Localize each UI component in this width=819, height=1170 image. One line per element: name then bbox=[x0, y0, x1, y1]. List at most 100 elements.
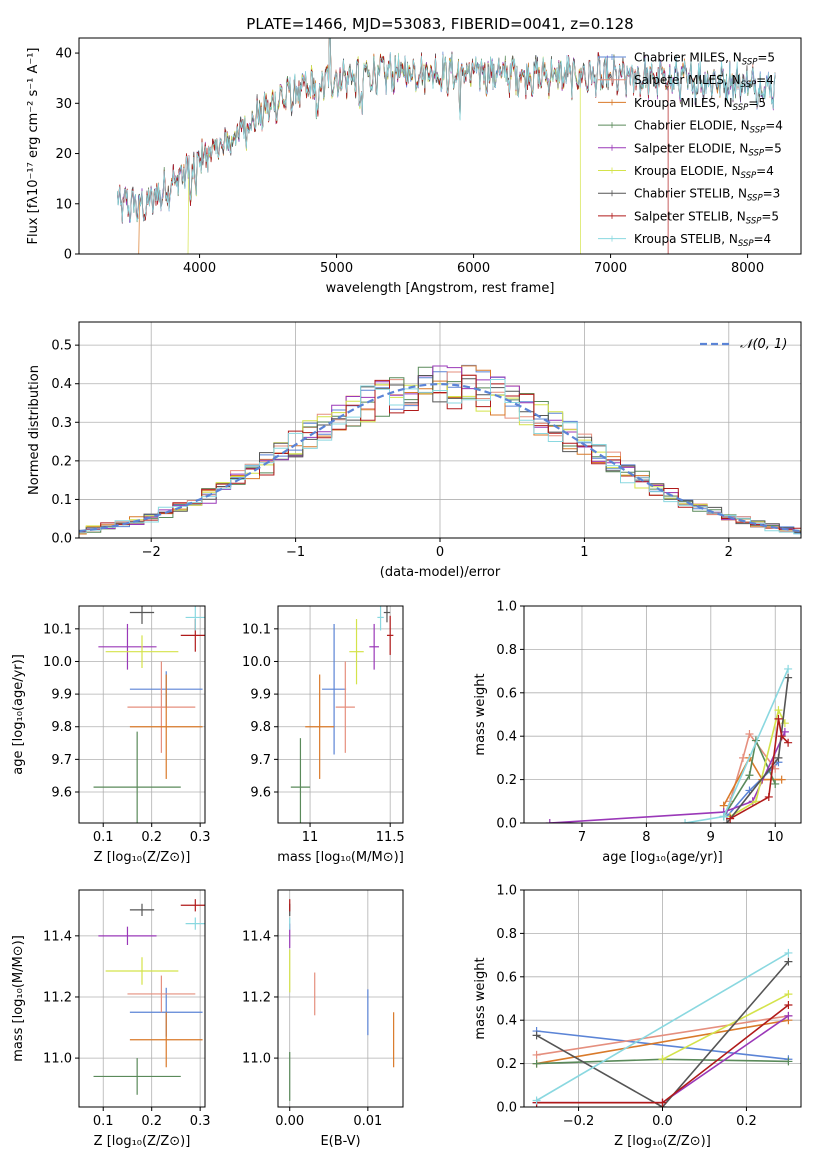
errorbar-point bbox=[93, 1058, 181, 1095]
mass-weight-line bbox=[729, 707, 786, 818]
age_vs_mass-ytick-label: 10.0 bbox=[242, 655, 271, 670]
age_vs_Z-xtick-label: 0.1 bbox=[93, 830, 114, 845]
mass-weight-marker bbox=[658, 1055, 667, 1064]
errorbar-point bbox=[185, 606, 205, 631]
legend-entry: Salpeter MILES, NSSP=4 bbox=[634, 73, 774, 90]
age_vs_Z-ytick-label: 9.9 bbox=[51, 688, 72, 703]
legend-entry: Salpeter ELODIE, NSSP=5 bbox=[634, 141, 782, 158]
massweight_vs_Z-ylabel: mass weight bbox=[473, 957, 488, 1039]
mass-weight-line bbox=[536, 1030, 789, 1061]
mass-weight-marker bbox=[681, 819, 690, 823]
massweight_vs_age-ytick-label: 0.4 bbox=[496, 730, 517, 745]
massweight_vs_age-ytick-label: 0.8 bbox=[496, 643, 517, 658]
mass_vs_ebv-xtick-label: 0.00 bbox=[275, 1114, 304, 1129]
age_vs_mass-panel: 11 11.5 9.6 9.7 9.8 9.9 10.0 10.1 mass [log₁₀(M/… bbox=[242, 605, 405, 865]
errorbar-point bbox=[305, 674, 335, 779]
mass_vs_Z-ytick-label: 11.4 bbox=[43, 929, 72, 944]
mass-weight-line bbox=[549, 731, 786, 823]
massweight_vs_Z-ytick-label: 0.6 bbox=[496, 970, 517, 985]
mass-weight-line bbox=[722, 756, 782, 806]
errorbar-point bbox=[129, 1012, 203, 1068]
errorbar-point bbox=[322, 623, 347, 755]
errorbar-point bbox=[129, 903, 155, 916]
errorbar-point bbox=[93, 731, 181, 823]
massweight_vs_age-ytick-label: 0.0 bbox=[496, 817, 517, 832]
massweight_vs_Z-ytick-label: 0.2 bbox=[496, 1057, 517, 1072]
spectrum-xtick-label: 6000 bbox=[457, 261, 490, 276]
mass_vs_ebv-panel: 0.00 0.01 11.0 11.2 11.4 E(B-V) bbox=[242, 889, 404, 1149]
residuals-xtick-label: 2 bbox=[725, 545, 733, 560]
mass-weight-marker bbox=[784, 957, 793, 966]
errorbar-point bbox=[335, 661, 355, 753]
mass-weight-marker bbox=[784, 738, 793, 747]
mass_vs_Z-ylabel: mass [log₁₀(M/M⊙)] bbox=[11, 935, 26, 1062]
errorbar-point bbox=[98, 926, 157, 946]
mass-weight-marker bbox=[658, 1098, 667, 1107]
errorbar-point bbox=[290, 738, 311, 823]
errorbar-point bbox=[129, 606, 155, 624]
legend-entry: Chabrier MILES, NSSP=5 bbox=[634, 51, 775, 68]
age_vs_Z-plot-area bbox=[93, 606, 205, 823]
errorbar-point bbox=[127, 975, 196, 1013]
residuals-ytick-label: 0.5 bbox=[51, 339, 72, 354]
mass_vs_Z-frame bbox=[78, 889, 206, 1108]
mass_vs_Z-plot-area bbox=[93, 899, 205, 1095]
mass-weight-marker bbox=[764, 792, 773, 801]
mass_vs_Z-xlabel: Z [log₁₀(Z/Z⊙)] bbox=[94, 1134, 191, 1149]
mass-weight-marker bbox=[532, 1059, 541, 1068]
massweight_vs_age-ytick-label: 1.0 bbox=[496, 600, 517, 615]
legend-entry: Chabrier STELIB, NSSP=3 bbox=[634, 187, 780, 204]
mass-weight-marker bbox=[784, 948, 793, 957]
mass-weight-line bbox=[729, 732, 776, 802]
massweight_vs_Z-xlabel: Z [log₁₀(Z/Z⊙)] bbox=[614, 1134, 711, 1149]
mass-weight-marker bbox=[774, 753, 783, 762]
spectrum-legend: Chabrier MILES, NSSP=5 Salpeter MILES, NS… bbox=[598, 51, 783, 249]
age_vs_Z-xtick-label: 0.3 bbox=[190, 830, 211, 845]
mass-weight-line bbox=[662, 993, 789, 1061]
errorbar-point bbox=[383, 606, 391, 623]
spectrum-series-line bbox=[117, 38, 669, 254]
age_vs_Z-frame bbox=[78, 605, 206, 824]
errorbar-point bbox=[105, 635, 179, 668]
errorbar-point bbox=[185, 917, 205, 930]
massweight_vs_age-xtick-label: 7 bbox=[578, 830, 586, 845]
errorbar-point bbox=[105, 957, 179, 985]
mass-weight-marker bbox=[532, 1050, 541, 1059]
residuals-ytick-label: 0.0 bbox=[51, 532, 72, 547]
massweight_vs_Z-panel: −0.2 0.0 0.2 0.0 0.2 0.4 0.6 0.8 1.0 Z [log₁₀(Z/Z… bbox=[473, 884, 802, 1149]
figure-title: PLATE=1466, MJD=53083, FIBERID=0041, z=0… bbox=[246, 15, 633, 33]
mass-weight-marker bbox=[745, 771, 754, 780]
massweight_vs_age-ylabel: mass weight bbox=[473, 673, 488, 755]
residuals-ylabel: Normed distribution bbox=[27, 365, 42, 495]
mass-weight-marker bbox=[771, 779, 780, 788]
massweight_vs_Z-ytick-label: 0.8 bbox=[496, 927, 517, 942]
legend-entry: Kroupa MILES, NSSP=5 bbox=[634, 96, 766, 113]
age_vs_mass-xtick-label: 11.5 bbox=[376, 830, 405, 845]
age_vs_Z-ytick-label: 10.1 bbox=[43, 622, 72, 637]
spectrum-ytick-label: 10 bbox=[55, 197, 72, 212]
mass_vs_ebv-plot-area bbox=[289, 899, 395, 1101]
age_vs_Z-panel: 0.1 0.2 0.3 9.6 9.7 9.8 9.9 10.0 10.1 Z [log₁₀(Z/… bbox=[11, 605, 211, 865]
mass-weight-marker bbox=[545, 819, 554, 823]
age_vs_Z-ytick-label: 10.0 bbox=[43, 655, 72, 670]
mass-weight-marker bbox=[784, 990, 793, 999]
age_vs_mass-ytick-label: 9.6 bbox=[250, 786, 271, 801]
errorbar-point bbox=[377, 606, 384, 631]
mass_vs_Z-panel: 0.1 0.2 0.3 11.0 11.2 11.4 Z [log₁₀(Z/Z⊙)] mass… bbox=[11, 889, 211, 1149]
mass_vs_ebv-ytick-label: 11.4 bbox=[242, 929, 271, 944]
mass-weight-marker bbox=[532, 1096, 541, 1105]
mass-weight-line bbox=[536, 961, 790, 1107]
age_vs_mass-frame bbox=[277, 605, 404, 824]
mass_vs_Z-xtick-label: 0.3 bbox=[190, 1114, 211, 1129]
residuals-xtick-label: −1 bbox=[286, 545, 305, 560]
errorbar-point bbox=[98, 623, 157, 670]
spectrum-plot-area bbox=[117, 38, 776, 254]
spectrum-xtick-label: 5000 bbox=[320, 261, 353, 276]
mass_vs_ebv-xlabel: E(B-V) bbox=[320, 1134, 360, 1149]
age_vs_mass-ytick-label: 9.7 bbox=[250, 753, 271, 768]
mass_vs_Z-xtick-label: 0.2 bbox=[141, 1114, 162, 1129]
mass_vs_ebv-frame bbox=[277, 889, 404, 1108]
age_vs_mass-ytick-label: 10.1 bbox=[242, 622, 271, 637]
mass-weight-marker bbox=[722, 819, 731, 823]
mass_vs_Z-ytick-label: 11.2 bbox=[43, 990, 72, 1005]
